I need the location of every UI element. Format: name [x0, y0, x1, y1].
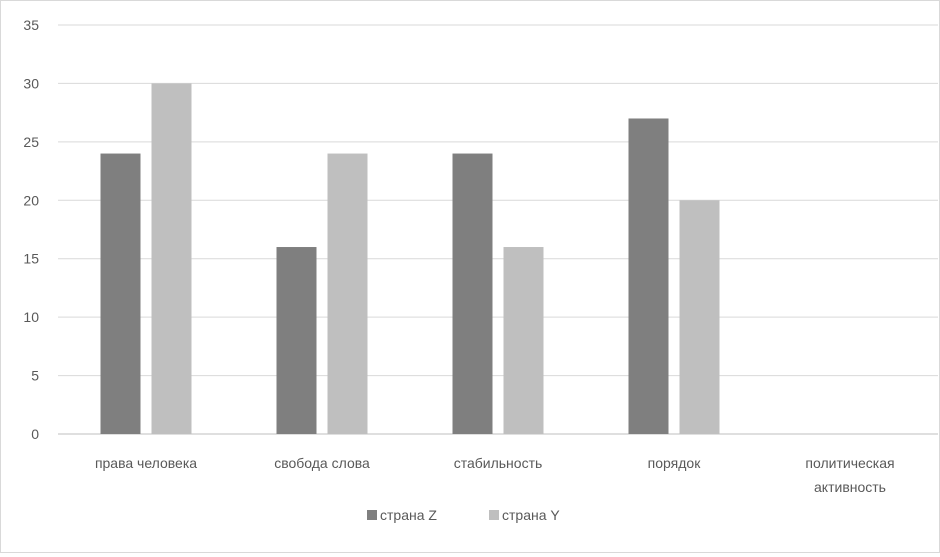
y-tick-label: 25	[23, 134, 39, 150]
y-tick-label: 0	[31, 426, 39, 442]
y-tick-label: 20	[23, 192, 39, 208]
gridlines	[58, 24, 938, 435]
x-category-label: активность	[814, 479, 886, 495]
x-category-label: свобода слова	[274, 455, 370, 471]
x-category-label: политическая	[805, 455, 894, 471]
legend-swatch	[367, 510, 377, 520]
y-tick-label: 15	[23, 251, 39, 267]
bar-series-1	[276, 247, 317, 434]
bar-series-1	[628, 118, 669, 434]
bars	[100, 83, 720, 435]
bar-series-2	[151, 83, 192, 434]
legend-label: страна Z	[380, 507, 437, 523]
legend-swatch	[489, 510, 499, 520]
y-tick-label: 10	[23, 309, 39, 325]
bar-series-2	[679, 200, 720, 434]
x-category-label: права человека	[95, 455, 197, 471]
y-tick-label: 30	[23, 75, 39, 91]
bar-series-1	[452, 153, 493, 435]
bar-series-1	[100, 153, 141, 435]
legend-label: страна Y	[502, 507, 560, 523]
bar-series-2	[327, 153, 368, 435]
y-tick-label: 5	[31, 368, 39, 384]
y-tick-label: 35	[23, 17, 39, 33]
x-category-label: порядок	[648, 455, 702, 471]
bar-series-2	[503, 247, 544, 434]
y-axis-tick-labels: 0 5 10 15 20 25 30 35	[23, 17, 39, 442]
x-category-label: стабильность	[454, 455, 543, 471]
legend: страна Z страна Y	[367, 507, 560, 523]
x-axis-category-labels: права человека свобода слова стабильность п…	[95, 455, 895, 495]
